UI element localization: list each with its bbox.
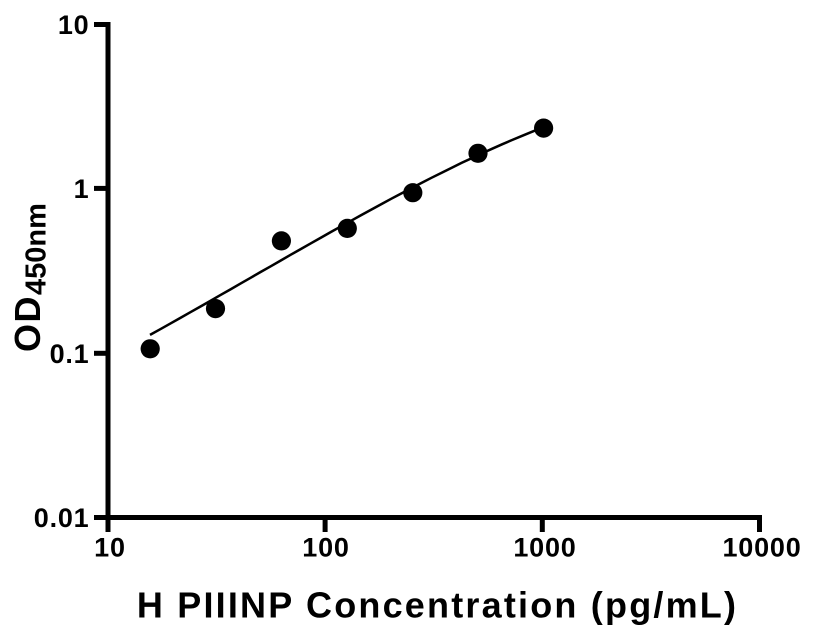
svg-text:10: 10 <box>58 10 90 40</box>
svg-text:1: 1 <box>74 174 90 204</box>
svg-text:10000: 10000 <box>722 533 801 563</box>
svg-text:0.1: 0.1 <box>50 339 90 369</box>
svg-text:10: 10 <box>94 533 126 563</box>
svg-text:H PIIINP Concentration (pg/mL): H PIIINP Concentration (pg/mL) <box>137 585 738 626</box>
svg-text:0.01: 0.01 <box>34 503 90 533</box>
svg-text:100: 100 <box>302 533 349 563</box>
svg-text:1000: 1000 <box>513 533 576 563</box>
